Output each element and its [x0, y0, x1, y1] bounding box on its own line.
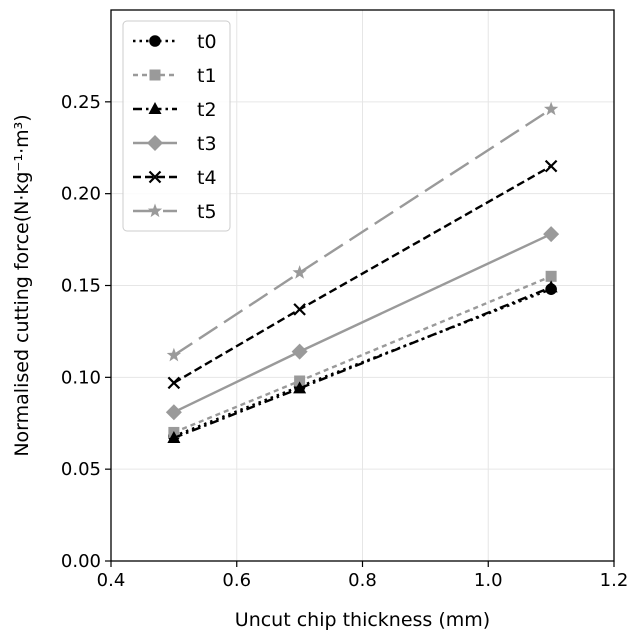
data-point [545, 270, 557, 282]
data-point [543, 101, 559, 116]
y-tick-label: 0.15 [61, 276, 101, 297]
axis-ticks: 0.4 0.6 0.8 1.0 1.2 0.00 0.05 0.10 0.15 0.20 0.25 [61, 92, 628, 591]
series-t2 [167, 280, 558, 443]
data-point [165, 404, 182, 421]
legend-label: t5 [197, 201, 217, 223]
y-tick-label: 0.00 [61, 551, 101, 572]
x-tick-label: 1.2 [600, 570, 629, 591]
legend-item: t3 [133, 133, 217, 155]
y-tick-label: 0.10 [61, 367, 101, 388]
series-t4 [167, 159, 558, 390]
x-tick-label: 0.4 [97, 570, 126, 591]
data-point [544, 159, 558, 173]
data-point [294, 375, 306, 387]
legend-label: t1 [197, 65, 217, 87]
data-point [543, 226, 560, 243]
data-point [293, 303, 306, 316]
x-tick-label: 0.6 [222, 570, 251, 591]
series-t3 [165, 226, 560, 421]
legend-label: t3 [197, 133, 217, 155]
legend-marker [149, 35, 161, 47]
legend-marker [147, 135, 163, 151]
legend-marker [147, 203, 163, 218]
legend-item: t2 [133, 99, 217, 121]
data-point [291, 343, 308, 360]
legend-item: t4 [133, 167, 217, 189]
data-point [166, 347, 182, 362]
x-tick-label: 0.8 [348, 570, 377, 591]
y-axis-label: Normalised cutting force(N·kg⁻¹·m³) [11, 114, 33, 456]
legend-item: t0 [133, 31, 217, 53]
data-point [293, 381, 307, 394]
legend-marker [148, 170, 162, 184]
legend-label: t4 [197, 167, 217, 189]
y-tick-label: 0.25 [61, 92, 101, 113]
legend-item: t5 [133, 201, 217, 223]
legend-item: t1 [133, 65, 217, 87]
legend-label: t0 [197, 31, 217, 53]
data-point [292, 265, 307, 279]
series-group [165, 101, 560, 443]
legend-marker [148, 102, 162, 114]
x-tick-label: 1.0 [474, 570, 503, 591]
data-point [167, 430, 181, 443]
legend: t0 t1 t2 t3 t4 t5 [122, 20, 231, 232]
data-point [167, 376, 181, 390]
series-line [173, 286, 552, 440]
y-tick-label: 0.05 [61, 459, 101, 480]
series-t5 [166, 101, 559, 362]
y-tick-label: 0.20 [61, 184, 101, 205]
x-axis-label: Uncut chip thickness (mm) [235, 609, 490, 631]
data-point [544, 280, 558, 293]
legend-marker [149, 69, 161, 81]
legend-label: t2 [197, 99, 217, 121]
